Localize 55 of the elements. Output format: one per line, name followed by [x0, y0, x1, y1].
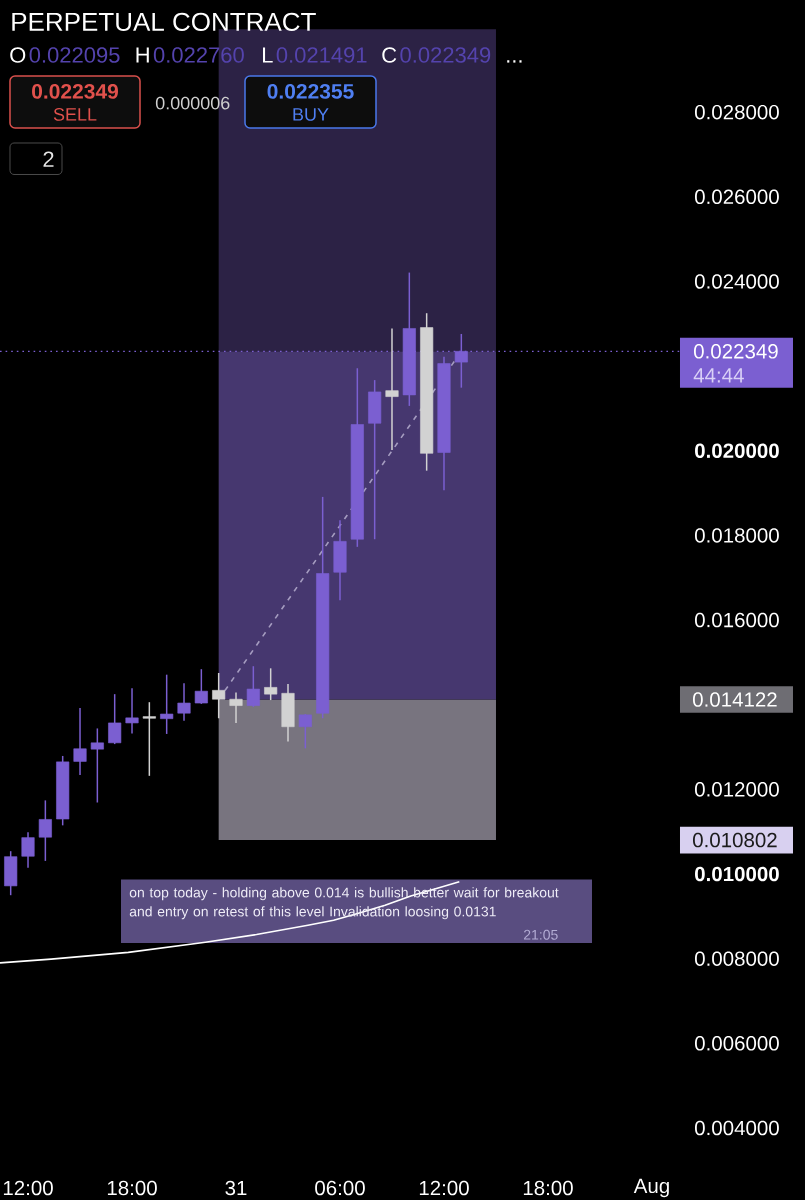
- annotation: 21:05: [523, 929, 558, 940]
- x-tick-label: Aug: [633, 1178, 669, 1198]
- annotation: 0.022349: [32, 83, 118, 99]
- annotation: 0.022095: [29, 47, 120, 63]
- annotation: BUY: [293, 108, 329, 121]
- chart-title: PERPETUAL CONTRACT: [12, 12, 316, 32]
- text: 0.014122: [693, 692, 777, 707]
- candlestick: [73, 707, 87, 776]
- y-tick-label: 0.008000: [695, 951, 779, 966]
- annotation: C: [382, 47, 397, 63]
- x-tick-label: 18:00: [107, 1180, 157, 1196]
- annotation: ...: [507, 60, 522, 63]
- candlestick: [108, 693, 122, 745]
- candlestick: [385, 327, 399, 451]
- y-tick-label: 0.016000: [695, 612, 779, 628]
- candlestick: [21, 831, 35, 869]
- candlestick: [160, 673, 174, 735]
- annotation: 0.000006: [155, 96, 230, 110]
- annotation: L: [263, 47, 273, 63]
- annotation: 0.022760: [153, 47, 244, 63]
- y-tick-label: 0.026000: [695, 189, 779, 205]
- y-tick-label: 0.006000: [695, 1036, 779, 1051]
- candlestick: [212, 672, 226, 720]
- y-tick-label: 0.004000: [695, 1120, 779, 1136]
- text: 44:44: [693, 368, 744, 383]
- candlestick: [298, 713, 312, 750]
- candlestick: [194, 668, 208, 705]
- candlestick: [246, 665, 260, 708]
- text: 0.010802: [693, 832, 777, 848]
- candlestick: [177, 682, 191, 722]
- x-tick-label: 12:00: [3, 1180, 53, 1196]
- y-tick-label: 0.018000: [695, 528, 779, 543]
- candlestick: [229, 691, 243, 724]
- candlestick: [125, 687, 139, 735]
- y-tick-label: 0.012000: [695, 782, 779, 797]
- x-tick-label: 12:00: [419, 1180, 469, 1196]
- x-tick-label: 18:00: [523, 1180, 573, 1196]
- annotation: O: [10, 47, 26, 63]
- y-tick-label: 0.024000: [695, 274, 779, 289]
- candlestick: [142, 701, 156, 777]
- ref-line-label: 0.022349: [694, 344, 778, 359]
- annotation: 2: [43, 151, 54, 167]
- x-tick-label: 31: [225, 1180, 247, 1196]
- annotation: H: [136, 47, 149, 63]
- candlestick: [90, 727, 104, 804]
- annotation: 0.022349: [400, 47, 491, 63]
- candlestick: [38, 799, 52, 862]
- annotation: 0.021491: [276, 47, 367, 63]
- y-tick-label: 0.028000: [695, 104, 779, 120]
- annotation: SELL: [53, 108, 97, 121]
- annotation: 0.022355: [267, 83, 354, 99]
- y-tick-label: 0.020000: [695, 443, 779, 459]
- y-tick-label: 0.010000: [695, 866, 779, 882]
- candlestick: [264, 667, 278, 701]
- x-tick-label: 06:00: [315, 1180, 365, 1196]
